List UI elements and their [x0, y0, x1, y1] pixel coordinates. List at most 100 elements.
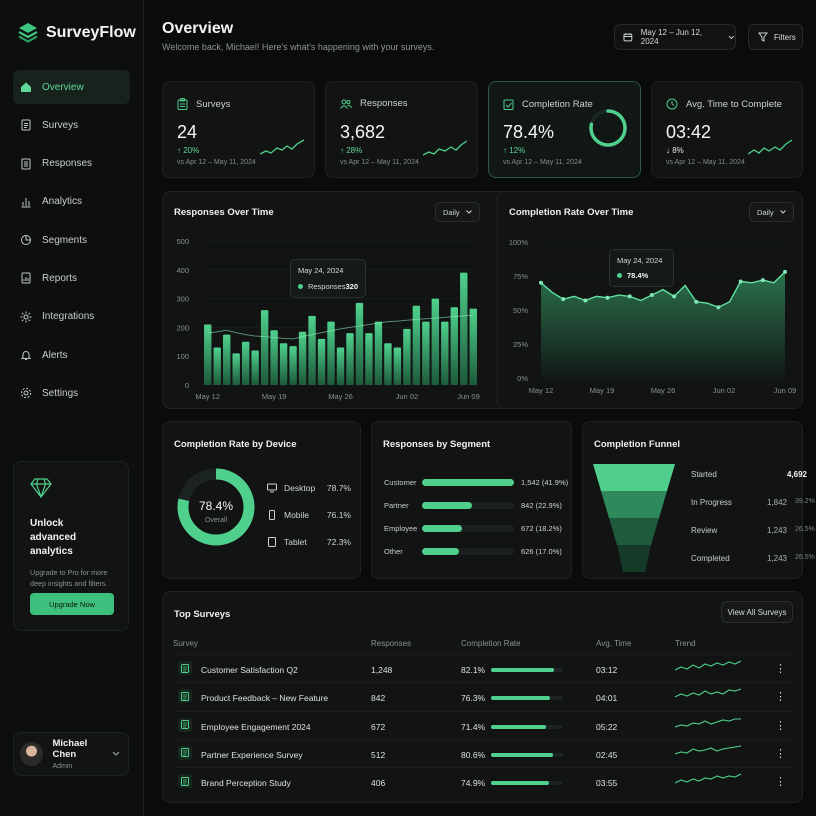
kpi-card-responses[interactable]: Responses 3,682 ↑ 28% vs Apr 12 – May 11… — [325, 81, 478, 178]
bar[interactable] — [365, 333, 373, 385]
bar[interactable] — [241, 341, 250, 385]
bar[interactable] — [270, 330, 278, 385]
table-row[interactable]: Customer Satisfaction Q2 1,248 82.1% 03:12 ⋮ — [173, 654, 793, 682]
bar[interactable] — [403, 328, 411, 385]
tablet-icon — [268, 537, 276, 547]
bar[interactable] — [384, 343, 392, 385]
bar[interactable] — [298, 331, 307, 385]
column-header-avg-time[interactable]: Avg. Time — [596, 639, 632, 648]
data-point[interactable] — [783, 269, 787, 274]
bar[interactable] — [308, 315, 316, 385]
bar[interactable] — [441, 321, 449, 385]
survey-doc-icon — [178, 774, 192, 789]
data-point[interactable] — [627, 294, 632, 299]
more-options-icon[interactable]: ⋮ — [775, 776, 786, 789]
bar[interactable] — [223, 334, 231, 385]
data-point[interactable] — [716, 305, 721, 310]
segment-bar-track — [422, 501, 514, 509]
bar[interactable] — [232, 353, 240, 385]
data-point[interactable] — [649, 293, 654, 298]
kpi-card-completion-rate[interactable]: Completion Rate 78.4% ↑ 12% vs Apr 12 – … — [488, 81, 641, 178]
bar[interactable] — [412, 305, 421, 385]
period-dropdown[interactable]: Daily — [749, 202, 794, 222]
device-value: 72.3% — [326, 537, 351, 547]
bar[interactable] — [336, 347, 345, 385]
bar[interactable] — [327, 321, 335, 385]
data-point[interactable] — [539, 280, 543, 285]
bar[interactable] — [279, 343, 288, 385]
data-point[interactable] — [583, 298, 588, 303]
sidebar-item-integrations[interactable]: Integrations — [13, 300, 130, 334]
card-title: Completion Rate by Device — [174, 439, 297, 450]
table-row[interactable]: Partner Experience Survey 512 80.6% 02:45 ⋮ — [173, 738, 793, 767]
x-tick-label: Jun 02 — [396, 392, 419, 401]
survey-doc-icon — [178, 689, 192, 704]
user-menu[interactable]: Michael Chen Admin — [13, 732, 129, 776]
bar[interactable] — [213, 347, 221, 385]
data-point[interactable] — [760, 278, 765, 283]
data-point[interactable] — [605, 295, 610, 300]
survey-name[interactable]: Brand Perception Study — [201, 778, 291, 789]
sidebar-item-responses[interactable]: Responses — [13, 147, 130, 181]
sidebar-item-overview[interactable]: Overview — [13, 70, 130, 104]
table-row[interactable]: Employee Engagement 2024 672 71.4% 05:22 ⋮ — [173, 710, 793, 739]
bar[interactable] — [251, 350, 259, 385]
bar[interactable] — [204, 324, 212, 385]
date-range-picker[interactable]: May 12 – Jun 12, 2024 — [614, 24, 736, 50]
bar[interactable] — [469, 308, 477, 385]
more-options-icon[interactable]: ⋮ — [775, 663, 786, 675]
bar[interactable] — [346, 333, 354, 385]
device-row-mobile: Mobile 76.1% — [267, 510, 351, 520]
column-header-responses[interactable]: Responses — [371, 639, 412, 648]
sidebar-item-alerts[interactable]: Alerts — [13, 338, 130, 372]
sidebar-item-label: Surveys — [42, 119, 79, 131]
table-row[interactable]: Product Feedback – New Feature 842 76.3% 04… — [173, 682, 793, 710]
bar[interactable] — [260, 310, 269, 385]
funnel-stage-percent: 26.5% — [795, 554, 815, 561]
sidebar-item-surveys[interactable]: Surveys — [13, 108, 130, 142]
survey-name[interactable]: Customer Satisfaction Q2 — [201, 665, 298, 675]
sidebar-item-analytics[interactable]: Analytics — [13, 185, 130, 219]
x-tick-label: Jun 02 — [713, 386, 736, 395]
table-row[interactable]: Brand Perception Study 406 74.9% 03:55 ⋮ — [173, 767, 793, 795]
survey-name[interactable]: Employee Engagement 2024 — [201, 721, 311, 732]
column-header-completion-rate[interactable]: Completion Rate — [461, 639, 521, 648]
logo[interactable]: SurveyFlow — [18, 22, 136, 44]
bar[interactable] — [431, 298, 440, 385]
data-point[interactable] — [694, 299, 699, 304]
rate-bar-track — [491, 696, 563, 701]
sidebar-item-segments[interactable]: Segments — [13, 223, 130, 257]
bar[interactable] — [289, 346, 297, 385]
bar[interactable] — [393, 347, 402, 385]
data-point[interactable] — [738, 279, 743, 284]
kpi-value: 3,682 — [340, 122, 386, 142]
bar[interactable] — [374, 321, 383, 385]
bar[interactable] — [460, 272, 468, 385]
arrow-up-icon: ↑ — [177, 146, 184, 155]
kpi-card-surveys[interactable]: Surveys 24 ↑ 20% vs Apr 12 – May 11, 202… — [162, 81, 315, 178]
period-dropdown[interactable]: Daily — [435, 202, 480, 222]
more-options-icon[interactable]: ⋮ — [775, 719, 786, 732]
kpi-card-avg-time[interactable]: Avg. Time to Complete 03:42 ↓ 8% vs Apr … — [651, 81, 803, 178]
column-header-trend[interactable]: Trend — [675, 639, 696, 648]
view-all-surveys-button[interactable]: View All Surveys — [721, 601, 793, 623]
bar[interactable] — [422, 321, 430, 385]
filters-button[interactable]: Filters — [748, 24, 803, 50]
column-header-survey[interactable]: Survey — [173, 639, 198, 648]
survey-avg-time: 05:22 — [596, 721, 618, 732]
kpi-compare: vs Apr 12 – May 11, 2024 — [666, 159, 745, 166]
more-options-icon[interactable]: ⋮ — [775, 691, 786, 704]
bar[interactable] — [450, 307, 458, 385]
trend-line — [207, 314, 474, 340]
sidebar-item-label: Alerts — [42, 349, 68, 361]
sidebar-item-settings[interactable]: Settings — [13, 376, 130, 410]
survey-name[interactable]: Partner Experience Survey — [201, 749, 303, 760]
bar[interactable] — [317, 338, 326, 385]
survey-name[interactable]: Product Feedback – New Feature — [201, 693, 329, 704]
bar[interactable] — [355, 302, 364, 385]
data-point[interactable] — [672, 294, 677, 299]
data-point[interactable] — [561, 297, 566, 302]
more-options-icon[interactable]: ⋮ — [775, 747, 786, 760]
sidebar-item-reports[interactable]: Reports — [13, 261, 130, 295]
upgrade-now-button[interactable]: Upgrade Now — [30, 593, 114, 615]
